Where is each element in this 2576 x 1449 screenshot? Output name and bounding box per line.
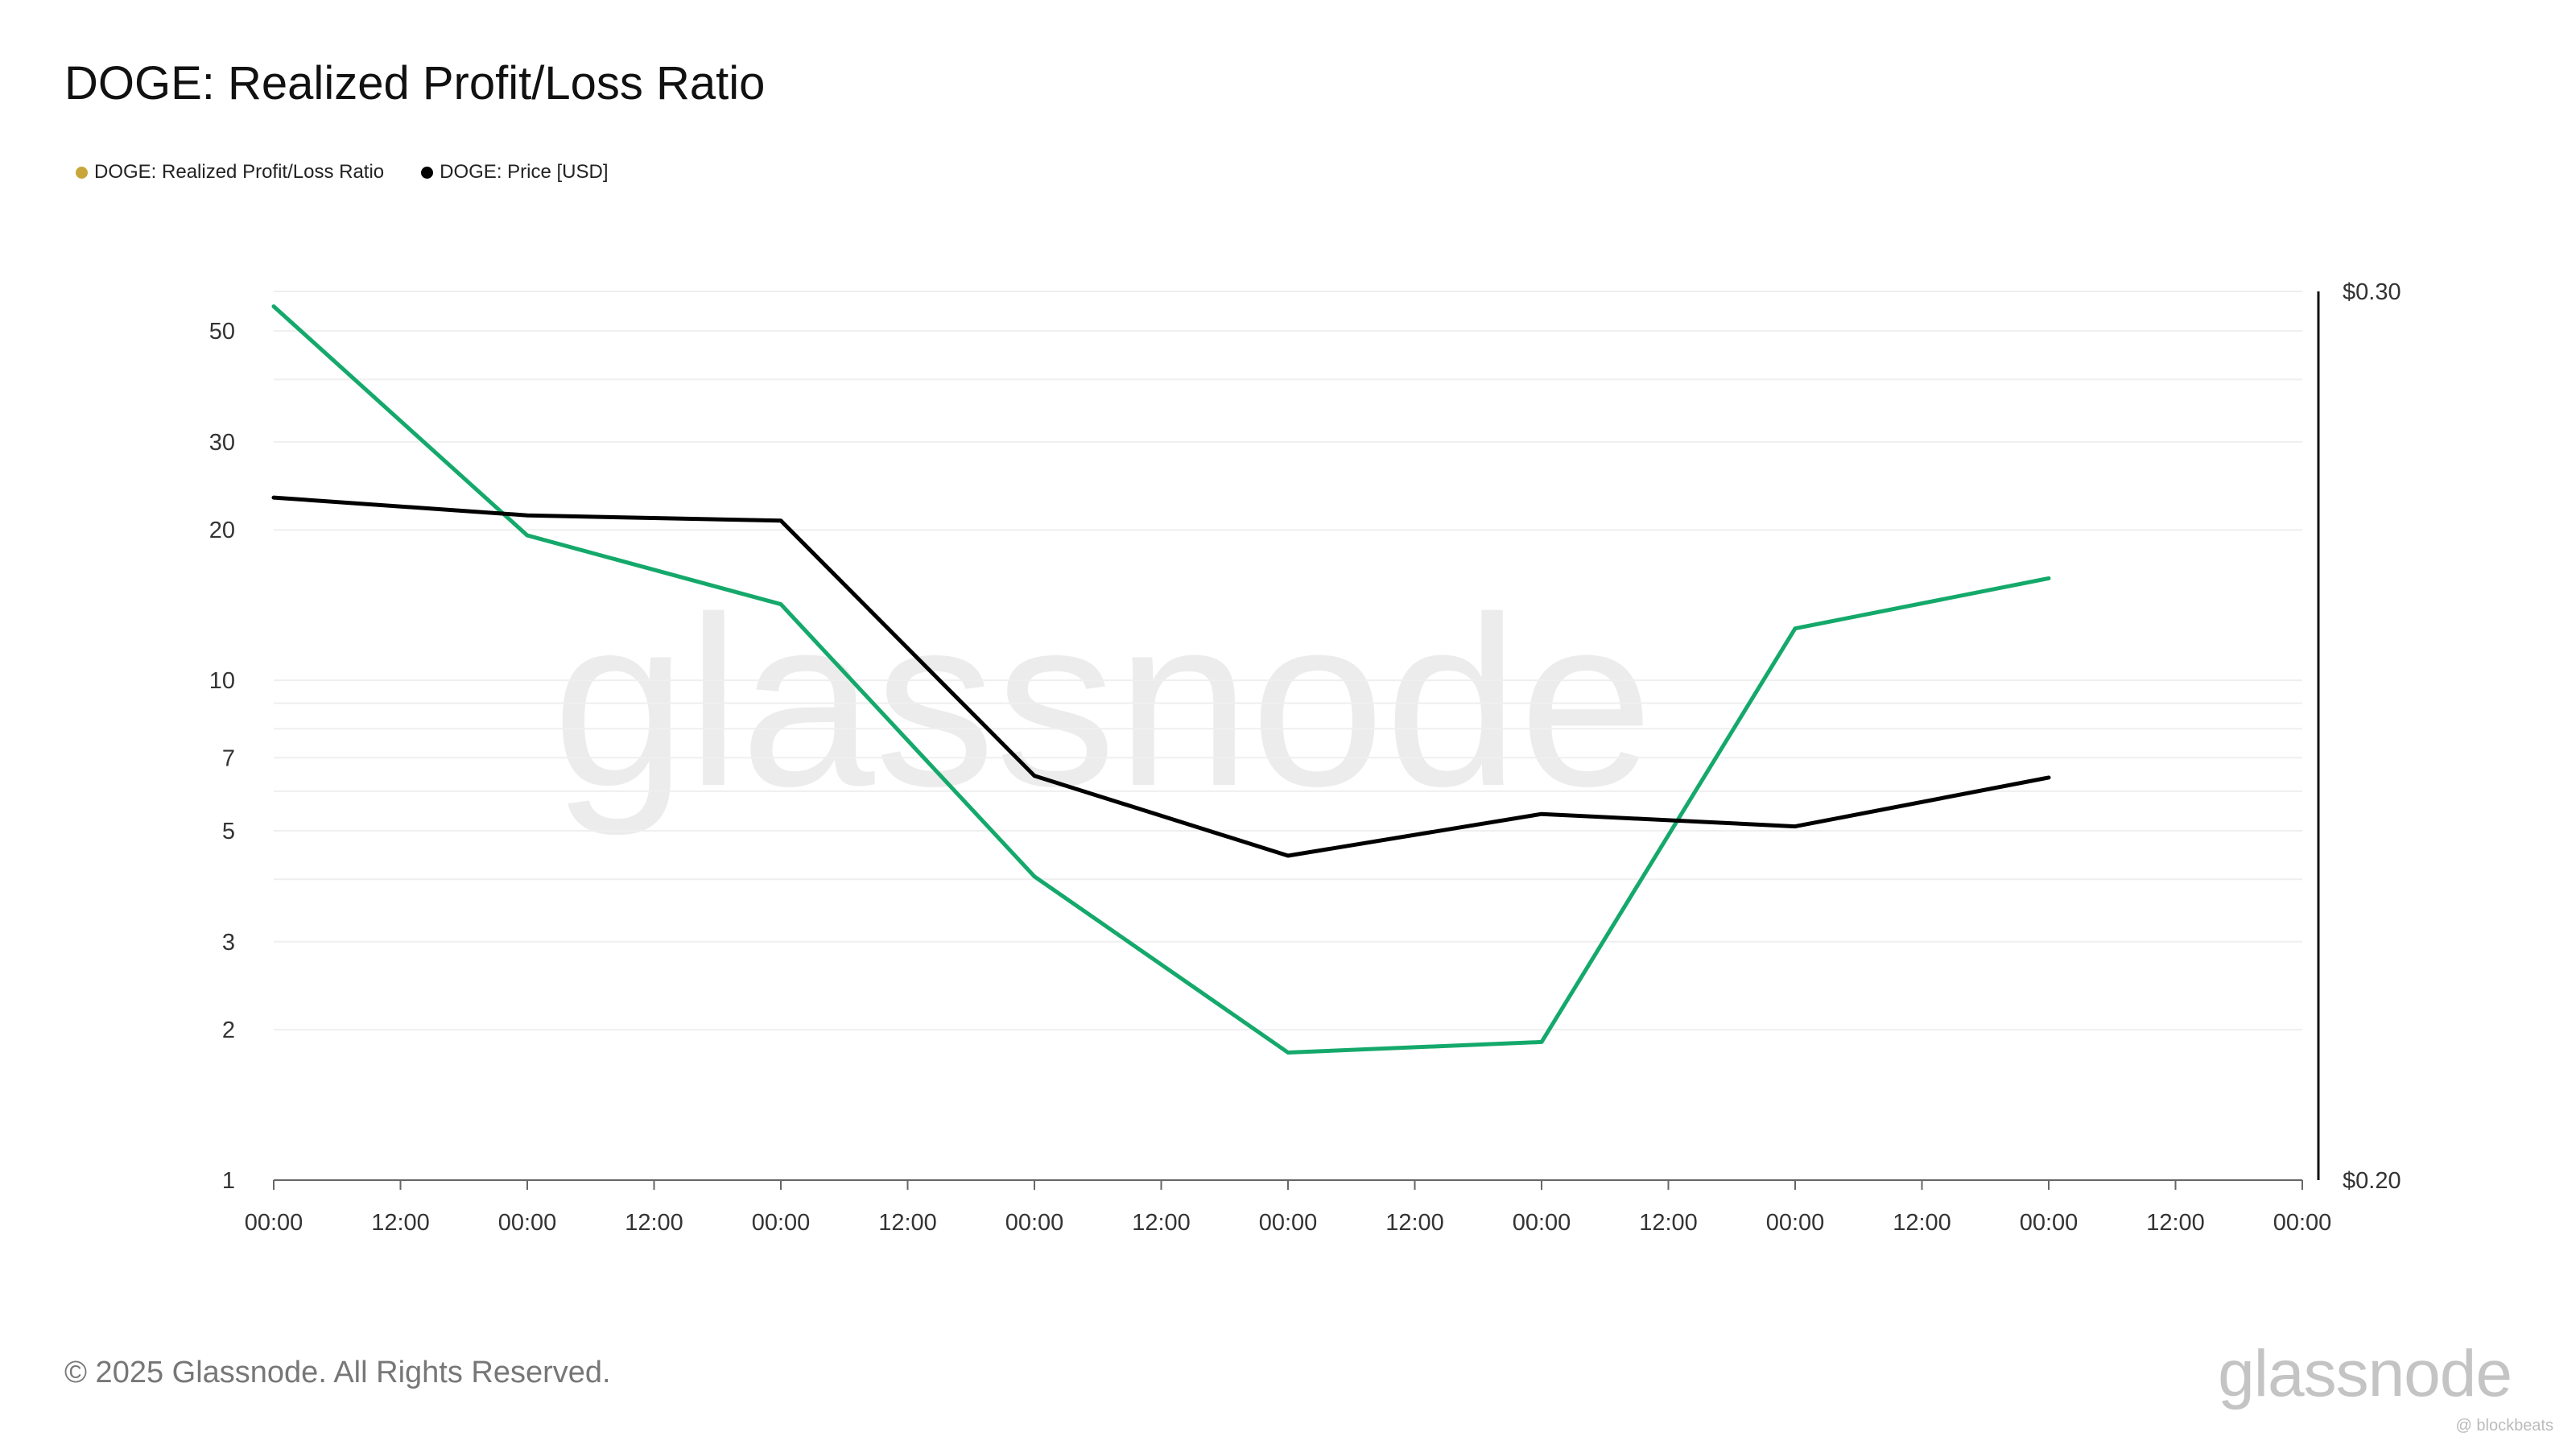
x-tick-label: 12:00 bbox=[2146, 1210, 2205, 1236]
y-left-tick-label: 10 bbox=[209, 668, 235, 694]
copyright: © 2025 Glassnode. All Rights Reserved. bbox=[64, 1356, 611, 1389]
legend-item-ratio[interactable]: DOGE: Realized Profit/Loss Ratio bbox=[76, 161, 384, 184]
legend: DOGE: Realized Profit/Loss Ratio DOGE: P… bbox=[76, 161, 609, 184]
x-tick-label: 12:00 bbox=[625, 1210, 683, 1236]
y-left-tick-label: 50 bbox=[209, 319, 235, 345]
y-left-tick-label: 5 bbox=[222, 819, 235, 844]
watermark-text: glassnode bbox=[552, 566, 1653, 838]
x-tick-label: 12:00 bbox=[1893, 1210, 1951, 1236]
y-right-tick-label: $0.20 bbox=[2343, 1168, 2401, 1194]
x-tick-label: 00:00 bbox=[245, 1210, 303, 1236]
x-tick-label: 12:00 bbox=[1639, 1210, 1698, 1236]
x-tick-label: 00:00 bbox=[1513, 1210, 1571, 1236]
y-left-tick-label: 1 bbox=[222, 1168, 235, 1194]
source-badge: @ blockbeats bbox=[2455, 1417, 2553, 1435]
x-tick-label: 12:00 bbox=[371, 1210, 430, 1236]
x-tick-label: 12:00 bbox=[878, 1210, 937, 1236]
grid bbox=[274, 291, 2302, 1181]
series-layer bbox=[271, 304, 2051, 1055]
legend-item-price[interactable]: DOGE: Price [USD] bbox=[421, 161, 609, 184]
legend-label-ratio: DOGE: Realized Profit/Loss Ratio bbox=[94, 161, 385, 183]
x-tick-label: 00:00 bbox=[2020, 1210, 2079, 1236]
chart-title: DOGE: Realized Profit/Loss Ratio bbox=[64, 57, 766, 109]
legend-label-price: DOGE: Price [USD] bbox=[440, 161, 609, 183]
x-tick-label: 12:00 bbox=[1385, 1210, 1444, 1236]
legend-dot-price bbox=[421, 166, 434, 179]
legend-dot-ratio bbox=[76, 166, 88, 179]
x-tick-label: 12:00 bbox=[1132, 1210, 1191, 1236]
brand-logo: glassnode bbox=[2218, 1337, 2512, 1410]
x-tick-label: 00:00 bbox=[2273, 1210, 2332, 1236]
y-left-tick-label: 2 bbox=[222, 1018, 235, 1043]
series-line-ratio bbox=[271, 304, 2051, 1055]
y-left-tick-label: 20 bbox=[209, 518, 235, 543]
x-tick-label: 00:00 bbox=[498, 1210, 557, 1236]
x-tick-label: 00:00 bbox=[752, 1210, 811, 1236]
axes: 1 2 3 5 7 10 20 30 50 00:00 12:00 00:00 12:00 00:00 12… bbox=[209, 279, 2401, 1236]
x-tick-label: 00:00 bbox=[1259, 1210, 1318, 1236]
series-line-price bbox=[271, 495, 2051, 858]
y-left-tick-label: 7 bbox=[222, 745, 235, 771]
x-tick-label: 00:00 bbox=[1766, 1210, 1825, 1236]
x-tick-label: 00:00 bbox=[1005, 1210, 1064, 1236]
y-left-tick-label: 30 bbox=[209, 430, 235, 456]
y-right-tick-label: $0.30 bbox=[2343, 279, 2401, 305]
y-left-tick-label: 3 bbox=[222, 930, 235, 956]
